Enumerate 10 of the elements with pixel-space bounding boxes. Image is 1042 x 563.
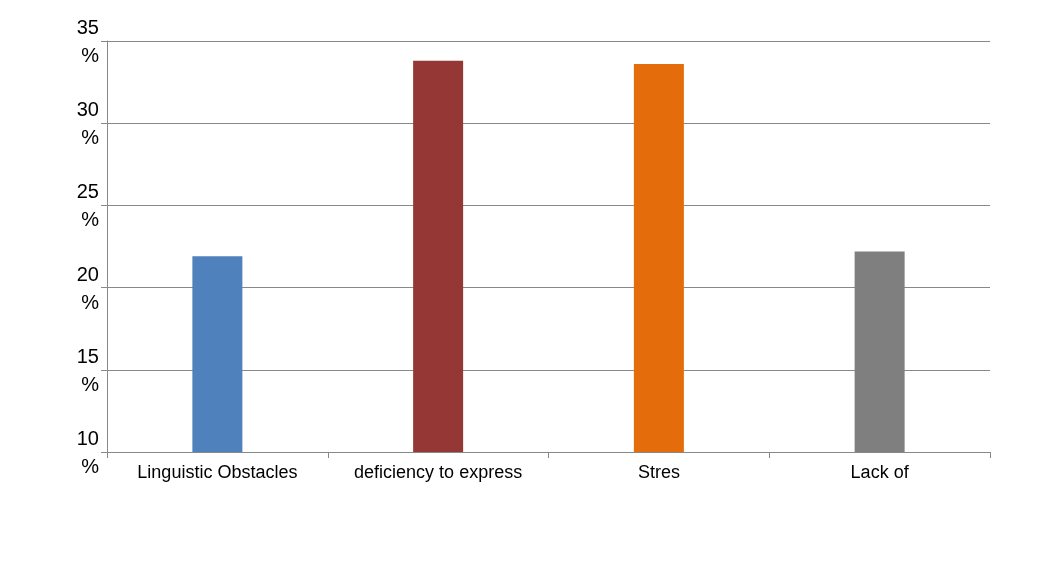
y-tick-label: 20 % <box>76 262 100 313</box>
x-tick-label: Lack of <box>850 462 910 482</box>
x-tick-label: Linguistic Obstacles <box>137 462 298 482</box>
y-tick-label: 15 % <box>76 344 100 395</box>
x-tick-label: Stres <box>637 462 680 482</box>
y-tick-label: 25 % <box>76 180 100 231</box>
y-tick-label: 30 % <box>76 98 100 149</box>
y-tick-label: 35 % <box>76 16 100 66</box>
y-tick-label: 10 % <box>76 427 100 477</box>
x-tick-label: deficiency to express <box>354 462 523 482</box>
